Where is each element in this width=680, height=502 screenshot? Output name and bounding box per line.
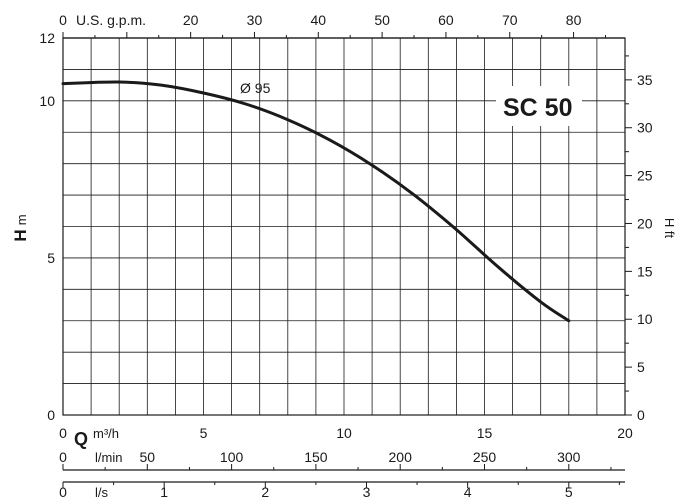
svg-text:Hm: Hm — [11, 214, 30, 241]
model-label-box — [496, 86, 582, 126]
model-label: SC 50 — [503, 94, 572, 122]
pump-curve-line — [61, 80, 571, 323]
x-top-axis-label: U.S. g.p.m. — [76, 12, 146, 28]
x-m3h-tick-label: 5 — [200, 425, 208, 441]
x-top-tick-label: 20 — [183, 12, 199, 28]
y-right-tick-label: 30 — [637, 120, 653, 136]
y-right-tick-label: 25 — [637, 168, 653, 184]
x-m3h-tick-label: 0 — [59, 425, 67, 441]
y-right-tick-label: 35 — [637, 72, 653, 88]
y-right-tick-label: 0 — [637, 407, 645, 423]
y-right-axis-label: H ft — [662, 218, 677, 239]
plot-area — [61, 80, 571, 323]
x-lmin-tick-label: 0 — [59, 449, 67, 465]
x-m3h-axis-unit: m³/h — [93, 426, 119, 441]
y-right-tick-label: 20 — [637, 215, 653, 231]
x-ls-tick-label: 4 — [464, 484, 472, 500]
x-top-tick-label: 40 — [310, 12, 326, 28]
x-lmin-axis-label: l/min — [95, 450, 122, 465]
x-lmin-tick-label: 150 — [304, 449, 328, 465]
x-top-tick-label: 70 — [502, 12, 518, 28]
x-lmin-tick-label: 200 — [389, 449, 413, 465]
x-m3h-tick-label: 10 — [336, 425, 352, 441]
x-lmin-tick-label: 50 — [140, 449, 156, 465]
x-m3h-tick-label: 15 — [477, 425, 493, 441]
x-lmin-tick-label: 100 — [220, 449, 244, 465]
curve-label: Ø 95 — [240, 80, 271, 96]
x-top-tick-label: 30 — [247, 12, 263, 28]
y-right-tick-label: 10 — [637, 311, 653, 327]
y-left-tick-label: 10 — [39, 93, 55, 109]
x-top-tick-label: 60 — [438, 12, 454, 28]
x-ls-tick-label: 2 — [261, 484, 269, 500]
x-lmin-tick-label: 250 — [473, 449, 497, 465]
y-left-axis-label: Hm — [11, 214, 30, 241]
y-left-tick-label: 5 — [47, 250, 55, 266]
x-ls-axis-label: l/s — [95, 485, 109, 500]
x-m3h-axis-label-q: Q — [74, 429, 88, 449]
x-top-tick-label: 50 — [374, 12, 390, 28]
x-m3h-tick-label: 20 — [617, 425, 633, 441]
x-top-tick-label: 80 — [566, 12, 582, 28]
y-right-tick-label: 15 — [637, 263, 653, 279]
y-left-tick-label: 12 — [39, 30, 55, 46]
x-lmin-tick-label: 300 — [557, 449, 581, 465]
y-left-tick-label: 0 — [47, 407, 55, 423]
axes — [62, 32, 632, 488]
x-ls-tick-label: 0 — [59, 484, 67, 500]
x-ls-tick-label: 1 — [160, 484, 168, 500]
y-right-tick-label: 5 — [637, 359, 645, 375]
x-ls-tick-label: 5 — [565, 484, 573, 500]
x-ls-tick-label: 3 — [363, 484, 371, 500]
x-top-tick-label: 0 — [59, 12, 67, 28]
